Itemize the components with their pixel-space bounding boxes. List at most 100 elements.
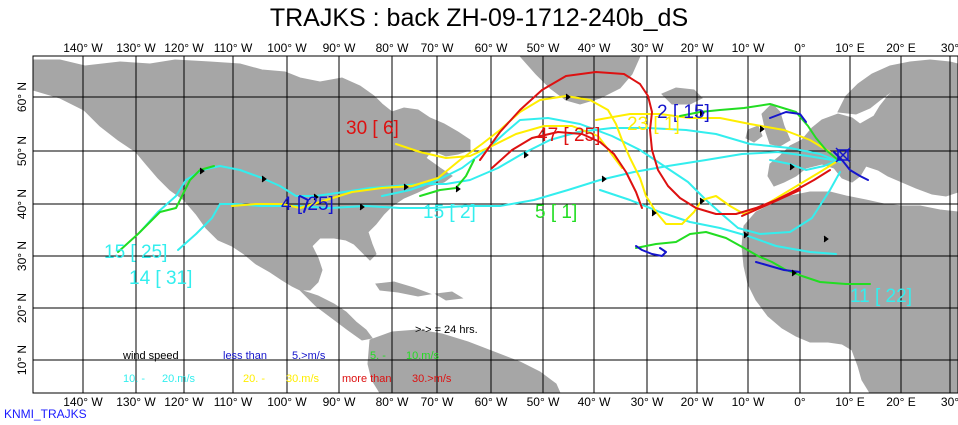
trajectory-label: 4 [ 25]	[281, 194, 334, 215]
arrow-mark	[699, 109, 705, 117]
latitude-label: 60° N	[15, 82, 29, 112]
longitude-label: 70° W	[421, 395, 454, 409]
longitude-label: 50° W	[527, 395, 560, 409]
longitude-label: 120° W	[164, 395, 204, 409]
trajectory-green-2	[635, 231, 871, 285]
trajectory-label: 14 [ 31]	[129, 268, 192, 289]
arrow-mark	[823, 235, 829, 243]
longitude-labels-bottom: 140° W 130° W 120° W 110° W 100° W 90° W 80° W…	[63, 395, 958, 409]
arrow-mark	[743, 231, 749, 239]
arrow-note: >-> = 24 hrs.	[415, 324, 478, 336]
wind-speed-legend: wind speed less than 5.>m/s 5. - 10.m/s …	[122, 350, 452, 385]
longitude-label: 10° E	[835, 41, 864, 55]
legend-wind-speed: wind speed	[122, 350, 179, 362]
legend-cyan-value: 20.m/s	[162, 373, 196, 385]
daily-arrow-marks	[199, 93, 829, 277]
latitude-label: 30° N	[15, 241, 29, 271]
arrow-mark	[403, 183, 409, 191]
trajectory-label: 15 [ 25]	[104, 242, 167, 263]
longitude-label: 110° W	[214, 395, 253, 409]
legend-green-range: 5. -	[370, 350, 386, 362]
longitude-label: 110° W	[214, 41, 253, 55]
legend-less-than: less than	[223, 350, 267, 362]
footer-credit: KNMI_TRAJKS	[4, 407, 87, 421]
longitude-label: 80° W	[376, 395, 409, 409]
longitude-label: 40° W	[578, 395, 611, 409]
longitude-label: 100° W	[267, 41, 307, 55]
longitude-label: 10° E	[835, 395, 864, 409]
latitude-label: 10° N	[15, 345, 29, 375]
legend-yellow-range: 20. -	[243, 373, 265, 385]
longitude-label: 20° E	[886, 395, 915, 409]
trajectory-cyan-3	[381, 117, 841, 235]
longitude-label: 60° W	[475, 395, 508, 409]
longitude-label: 0°	[794, 41, 806, 55]
arrow-mark	[565, 93, 571, 101]
arrow-mark	[791, 269, 797, 277]
longitude-label: 40° W	[578, 41, 611, 55]
arrow-mark	[523, 151, 529, 159]
longitude-label: 30°	[941, 395, 958, 409]
trajectory-yellow-2	[395, 125, 623, 169]
longitude-label: 50° W	[527, 41, 560, 55]
legend-more-than-value: 30.>m/s	[412, 373, 452, 385]
land-south-america	[367, 329, 561, 393]
land-hispaniola	[434, 291, 464, 301]
longitude-label: 20° E	[886, 41, 915, 55]
longitude-label: 140° W	[63, 41, 103, 55]
arrow-mark	[261, 175, 267, 183]
longitude-label: 60° W	[475, 41, 508, 55]
trajectory-yellow-1	[231, 95, 837, 225]
longitude-labels-top: 140° W 130° W 120° W 110° W 100° W 90° W 80° W…	[63, 41, 958, 55]
land-scandinavia	[837, 59, 958, 115]
map-title: TRAJKS : back ZH-09-1712-240b_dS	[269, 4, 689, 32]
arrow-mark	[651, 209, 657, 217]
trajectory-labels: 2 [ 15] 30 [ 6] 47 [ 25] 23 [ 1] 4 [ 25] 15 […	[104, 102, 912, 307]
arrow-mark	[359, 203, 365, 211]
arrow-mark	[455, 185, 461, 193]
trajectory-green-1	[117, 165, 215, 253]
longitude-label: 10° W	[732, 395, 765, 409]
arrow-mark	[759, 125, 765, 133]
trajectory-blue-4	[833, 151, 869, 181]
longitude-label: 70° W	[421, 41, 454, 55]
legend-less-than-value: 5.>m/s	[292, 350, 326, 362]
trajectory-label: 15 [ 2]	[423, 202, 476, 223]
land-europe	[767, 83, 958, 197]
map-frame	[32, 55, 958, 394]
latitude-label: 50° N	[15, 136, 29, 166]
latitude-labels-left: 60° N 50° N 40° N 30° N 20° N 10° N	[15, 82, 29, 375]
trajectory-blue-3	[769, 111, 807, 123]
longitude-label: 130° W	[116, 41, 156, 55]
trajectory-label: 47 [ 25]	[537, 125, 600, 146]
trajectory-blue-5	[299, 195, 309, 213]
trajectory-green-3	[679, 103, 839, 161]
longitude-label: 140° W	[63, 395, 103, 409]
trajectory-label: 2 [ 15]	[657, 102, 710, 123]
trajectory-cyan-5	[769, 159, 839, 171]
longitude-label: 20° W	[681, 395, 714, 409]
arrow-mark	[313, 193, 319, 201]
arrow-mark	[789, 163, 795, 171]
trajectory-label: 11 [ 22]	[850, 286, 912, 307]
longitude-label: 0°	[794, 395, 806, 409]
longitude-label: 100° W	[267, 395, 307, 409]
trajectory-cyan-2	[177, 151, 833, 251]
legend-yellow-value: 30.m/s	[286, 373, 320, 385]
trajectory-label: 30 [ 6]	[346, 118, 399, 139]
legend-more-than: more than	[342, 373, 392, 385]
legend-cyan-range: 10. -	[123, 373, 145, 385]
land-iceland	[661, 87, 703, 105]
destination-marker	[835, 147, 851, 163]
longitude-label: 30° W	[631, 41, 664, 55]
trajectory-red-3	[741, 189, 801, 217]
arrow-mark	[601, 175, 607, 183]
longitude-label: 30° W	[631, 395, 664, 409]
legend-green-value: 10.m/s	[406, 350, 440, 362]
longitude-label: 80° W	[376, 41, 409, 55]
latitude-label: 40° N	[15, 189, 29, 219]
trajectory-red-1	[479, 71, 831, 215]
longitude-label: 90° W	[323, 41, 356, 55]
arrow-mark	[199, 167, 205, 175]
